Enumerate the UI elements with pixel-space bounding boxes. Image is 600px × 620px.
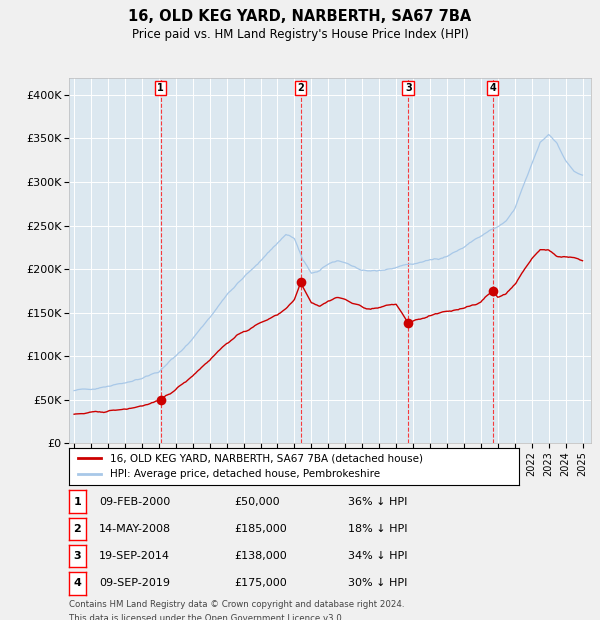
Text: £138,000: £138,000 xyxy=(234,551,287,561)
Text: 2: 2 xyxy=(74,524,81,534)
Text: 34% ↓ HPI: 34% ↓ HPI xyxy=(348,551,407,561)
Text: HPI: Average price, detached house, Pembrokeshire: HPI: Average price, detached house, Pemb… xyxy=(110,469,380,479)
Text: 1: 1 xyxy=(157,83,164,93)
Text: Price paid vs. HM Land Registry's House Price Index (HPI): Price paid vs. HM Land Registry's House … xyxy=(131,28,469,41)
Text: 16, OLD KEG YARD, NARBERTH, SA67 7BA: 16, OLD KEG YARD, NARBERTH, SA67 7BA xyxy=(128,9,472,24)
Text: 3: 3 xyxy=(74,551,81,561)
Text: 09-FEB-2000: 09-FEB-2000 xyxy=(99,497,170,507)
Text: 4: 4 xyxy=(489,83,496,93)
Text: 14-MAY-2008: 14-MAY-2008 xyxy=(99,524,171,534)
Text: 09-SEP-2019: 09-SEP-2019 xyxy=(99,578,170,588)
Text: 4: 4 xyxy=(73,578,82,588)
Text: Contains HM Land Registry data © Crown copyright and database right 2024.: Contains HM Land Registry data © Crown c… xyxy=(69,600,404,609)
Text: 2: 2 xyxy=(298,83,304,93)
Text: 30% ↓ HPI: 30% ↓ HPI xyxy=(348,578,407,588)
Text: 19-SEP-2014: 19-SEP-2014 xyxy=(99,551,170,561)
Text: £50,000: £50,000 xyxy=(234,497,280,507)
Text: 16, OLD KEG YARD, NARBERTH, SA67 7BA (detached house): 16, OLD KEG YARD, NARBERTH, SA67 7BA (de… xyxy=(110,453,422,463)
Text: 36% ↓ HPI: 36% ↓ HPI xyxy=(348,497,407,507)
Text: 18% ↓ HPI: 18% ↓ HPI xyxy=(348,524,407,534)
Text: £185,000: £185,000 xyxy=(234,524,287,534)
Text: This data is licensed under the Open Government Licence v3.0.: This data is licensed under the Open Gov… xyxy=(69,614,344,620)
Text: 3: 3 xyxy=(405,83,412,93)
Text: £175,000: £175,000 xyxy=(234,578,287,588)
Text: 1: 1 xyxy=(74,497,81,507)
